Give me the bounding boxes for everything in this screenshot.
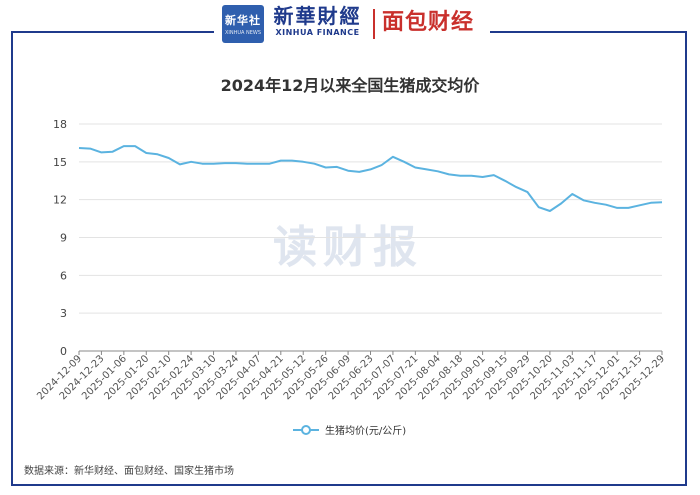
brand-cn: 新華財經	[273, 4, 362, 28]
header-divider	[373, 9, 375, 39]
y-axis: 0 3 6 9 12 15 18	[53, 118, 67, 358]
y-tick-label: 18	[53, 118, 67, 131]
xinhua-finance-logo: 新華財經 XINHUA FINANCE	[270, 4, 365, 37]
legend[interactable]: 生猪均价(元/公斤)	[293, 422, 406, 437]
y-tick-label: 3	[60, 307, 67, 320]
legend-label: 生猪均价(元/公斤)	[325, 426, 407, 437]
xinhua-news-logo: 新华社 XINHUA NEWS	[222, 5, 264, 43]
xinhua-logo-en: XINHUA NEWS	[224, 30, 262, 36]
y-tick-label: 0	[60, 345, 67, 358]
header-background	[214, 26, 490, 36]
x-axis: 2024-12-092024-12-232025-01-062025-01-20…	[35, 351, 667, 402]
mianbao-finance-logo: 面包财经	[382, 10, 475, 35]
brand-en: XINHUA FINANCE	[275, 28, 360, 37]
header: 新华社 XINHUA NEWS 新華財經 XINHUA FINANCE 面包财经	[0, 0, 700, 46]
chart-title: 2024年12月以来全国生猪成交均价	[220, 76, 480, 95]
grid	[79, 123, 662, 314]
y-tick-label: 6	[60, 269, 67, 282]
y-tick-label: 12	[53, 194, 67, 207]
chart-frame	[11, 31, 687, 486]
xinhua-logo-cn: 新华社	[225, 14, 261, 27]
series-line	[78, 145, 663, 212]
data-source: 数据来源：新华财经、面包财经、国家生猪市场	[24, 466, 234, 477]
y-tick-label: 9	[60, 232, 67, 245]
y-tick-label: 15	[53, 156, 67, 169]
legend-marker-icon	[293, 424, 319, 435]
watermark: 读财报	[273, 222, 423, 273]
